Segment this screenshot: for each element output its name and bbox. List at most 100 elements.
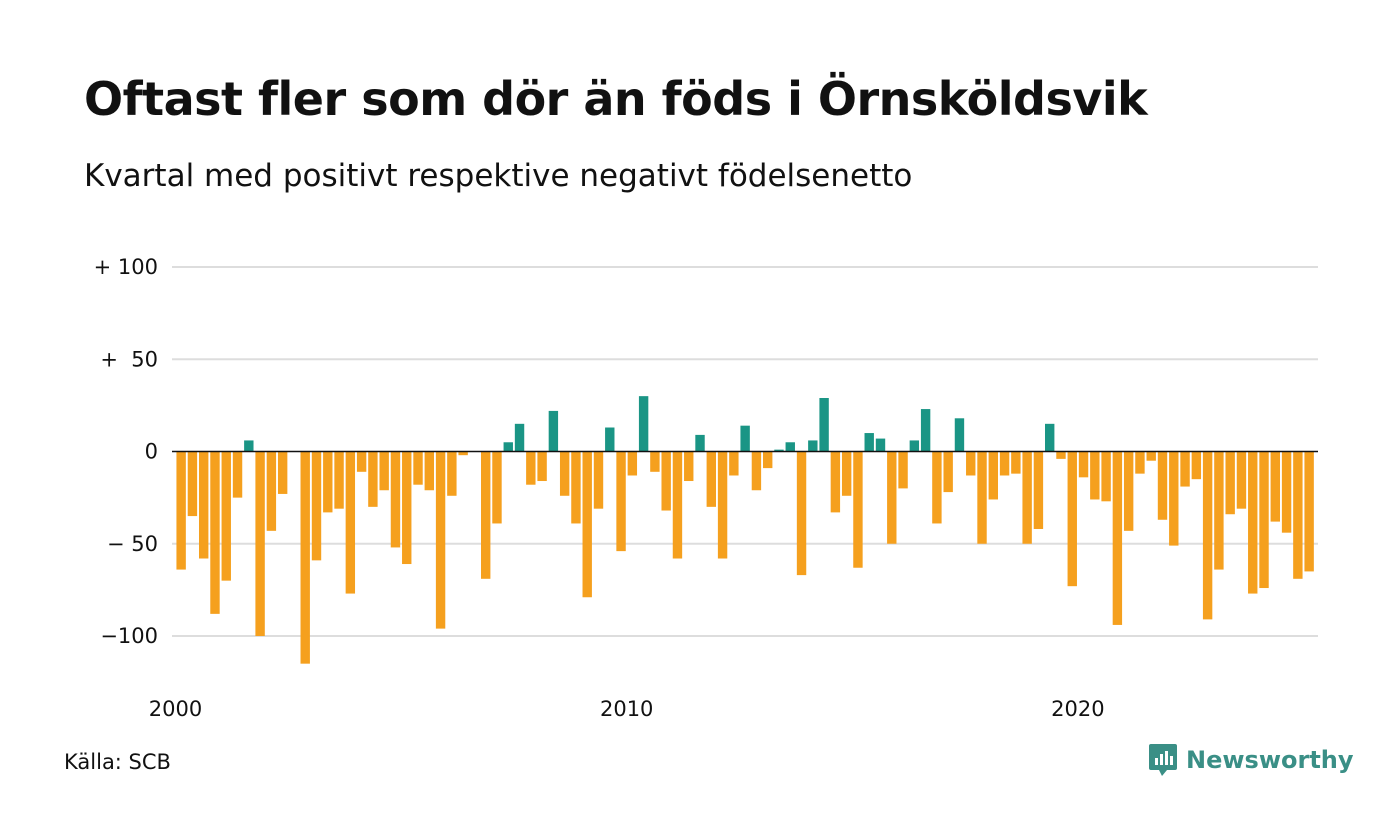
bar-positive	[548, 410, 559, 452]
bar-negative	[199, 451, 209, 559]
bar-negative	[1202, 451, 1213, 620]
bar-negative	[1169, 451, 1179, 546]
bar-negative	[1090, 451, 1100, 500]
bar-negative	[1293, 451, 1303, 579]
bar-negative	[796, 451, 807, 576]
bar-negative	[1304, 451, 1314, 572]
bar-negative	[729, 451, 739, 476]
bar-negative	[345, 451, 356, 594]
bar-negative	[943, 451, 953, 493]
bar-negative	[717, 451, 728, 559]
bar-negative	[447, 451, 457, 496]
bar-positive	[785, 442, 795, 452]
bar-negative	[1157, 451, 1168, 520]
bar-positive	[244, 440, 254, 452]
bar-negative	[1236, 451, 1247, 509]
bar-negative	[356, 451, 367, 472]
bar-negative	[1056, 451, 1066, 459]
x-tick-label: 2010	[600, 697, 653, 721]
bar-negative	[616, 451, 626, 552]
bar-positive	[909, 440, 920, 452]
bar-negative	[323, 451, 333, 513]
bar-negative	[402, 451, 412, 565]
bar-negative	[424, 451, 434, 491]
newsworthy-logo-icon	[1149, 744, 1177, 776]
bar-negative	[435, 451, 446, 629]
bar-negative	[1259, 451, 1269, 589]
bar-positive	[819, 398, 829, 452]
bar-negative	[627, 451, 638, 476]
bar-positive	[1045, 423, 1055, 452]
bar-negative	[763, 451, 773, 469]
axis-layer: + 100 + 50 0 − 50 −100 2000 2010 2020	[94, 255, 1318, 721]
bar-positive	[740, 425, 750, 452]
bar-negative	[1146, 451, 1156, 461]
bar-positive	[808, 440, 818, 452]
brand-name: Newsworthy	[1186, 746, 1354, 774]
bar-negative	[1270, 451, 1280, 522]
bar-positive	[864, 433, 874, 452]
x-tick-label: 2020	[1051, 697, 1104, 721]
bar-negative	[988, 451, 998, 500]
bar-positive	[920, 409, 931, 452]
bar-negative	[1248, 451, 1258, 594]
bar-negative	[492, 451, 502, 524]
bar-negative	[853, 451, 863, 568]
bar-negative	[1180, 451, 1190, 487]
bar-negative	[1123, 451, 1134, 531]
bar-negative	[368, 451, 378, 507]
bar-layer	[176, 396, 1314, 664]
bar-negative	[887, 451, 897, 544]
bar-negative	[661, 451, 671, 511]
bar-negative	[1011, 451, 1021, 474]
bar-negative	[379, 451, 389, 491]
chart-title: Oftast fler som dör än föds i Örnsköldsv…	[84, 72, 1148, 126]
y-tick-label: −100	[100, 624, 158, 648]
bar-negative	[1135, 451, 1145, 474]
bar-negative	[751, 451, 762, 491]
grid-layer	[172, 266, 1318, 637]
bar-negative	[277, 451, 288, 494]
bar-negative	[999, 451, 1010, 476]
bar-positive	[695, 434, 705, 452]
bar-negative	[481, 451, 491, 579]
brand-logo[interactable]: Newsworthy	[1148, 743, 1354, 777]
bar-negative	[537, 451, 547, 482]
bar-negative	[526, 451, 536, 485]
y-tick-label: 0	[145, 440, 158, 464]
bar-negative	[210, 451, 220, 614]
bar-negative	[966, 451, 976, 476]
bar-negative	[1067, 451, 1077, 587]
bar-negative	[1033, 451, 1044, 529]
bar-negative	[187, 451, 198, 517]
bar-negative	[458, 451, 468, 456]
bar-positive	[503, 442, 513, 452]
bar-negative	[1112, 451, 1123, 625]
bar-negative	[650, 451, 660, 472]
bar-positive	[875, 438, 886, 452]
y-tick-label: − 50	[107, 532, 158, 556]
bar-positive	[638, 396, 649, 452]
bar-negative	[559, 451, 570, 496]
bar-negative	[841, 451, 852, 496]
bar-positive	[514, 423, 525, 452]
bar-negative	[390, 451, 401, 548]
bar-negative	[255, 451, 265, 636]
bar-negative	[413, 451, 423, 485]
bar-negative	[1281, 451, 1292, 533]
bar-negative	[672, 451, 683, 559]
bar-negative	[571, 451, 581, 524]
bar-negative	[311, 451, 322, 561]
bar-negative	[1101, 451, 1111, 502]
bar-positive	[954, 418, 965, 452]
bar-negative	[221, 451, 231, 581]
bar-negative	[1191, 451, 1202, 480]
source-note: Källa: SCB	[64, 750, 171, 774]
bar-negative	[977, 451, 987, 544]
bar-negative	[176, 451, 186, 570]
bar-negative	[300, 451, 310, 664]
bar-negative	[266, 451, 277, 531]
chart-subtitle: Kvartal med positivt respektive negativt…	[84, 158, 913, 194]
bar-positive	[605, 427, 615, 452]
